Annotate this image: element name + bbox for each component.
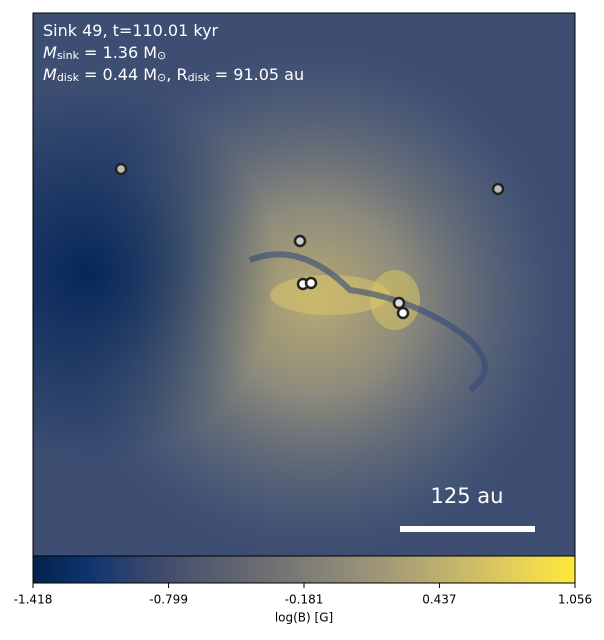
text-segment: = 91.05 au xyxy=(210,65,304,84)
colorbar xyxy=(32,555,576,584)
tick-label: -0.181 xyxy=(285,593,324,607)
subscript: disk xyxy=(188,71,211,84)
text-segment: = 1.36 M xyxy=(79,43,157,62)
scale-bar-label: 125 au xyxy=(431,484,504,508)
text-segment: M xyxy=(43,43,57,62)
tick-label: -1.418 xyxy=(14,593,53,607)
text-segment: = 0.44 M xyxy=(79,65,157,84)
text-segment: M xyxy=(43,65,57,84)
colorbar-label: log(B) [G] xyxy=(275,611,333,625)
tick-label: -0.799 xyxy=(149,593,188,607)
subscript: disk xyxy=(57,71,80,84)
sinks xyxy=(114,162,505,320)
subscript: sink xyxy=(57,49,80,62)
annotation-line: Msink = 1.36 M⊙ xyxy=(43,43,166,62)
tick-label: 1.056 xyxy=(558,593,592,607)
text-segment: , R xyxy=(166,65,187,84)
annotation-line: Mdisk = 0.44 M⊙, Rdisk = 91.05 au xyxy=(43,65,304,84)
subscript: ⊙ xyxy=(157,49,166,62)
tick-label: 0.437 xyxy=(422,593,456,607)
colorbar-ticks: -1.418 -0.799 -0.181 0.437 1.056 xyxy=(14,583,592,607)
subscript: ⊙ xyxy=(157,71,166,84)
text-segment: Sink 49, t=110.01 kyr xyxy=(43,21,219,40)
scale-bar xyxy=(400,526,535,532)
annotation-line: Sink 49, t=110.01 kyr xyxy=(43,21,219,40)
